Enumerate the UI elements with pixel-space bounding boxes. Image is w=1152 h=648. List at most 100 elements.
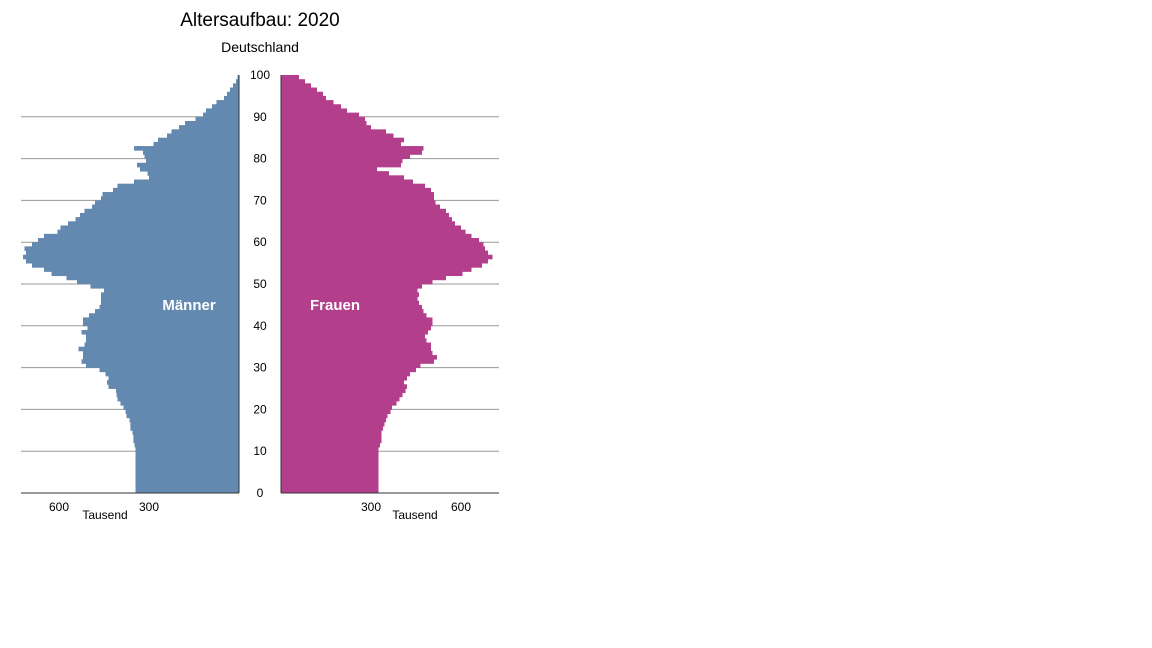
x-tick-label-right: 600 [451,500,471,514]
bar-frauen [281,401,397,406]
bar-frauen [281,271,463,277]
bar-maenner [167,133,239,139]
bar-frauen [281,108,347,114]
y-tick-label: 20 [253,402,267,416]
bar-frauen [281,267,472,272]
bar-frauen [281,229,466,235]
bar-frauen [281,196,434,201]
bar-maenner [130,426,239,431]
bar-frauen [281,120,367,126]
bar-frauen [281,125,371,130]
bar-maenner [144,154,239,159]
bar-frauen [281,309,424,314]
bar-maenner [104,288,239,293]
y-tick-label: 40 [253,319,267,333]
y-tick-label: 30 [253,361,267,375]
bar-maenner [135,447,239,452]
bar-frauen [281,258,488,264]
bar-frauen [281,371,410,377]
frauen-bars [281,75,493,494]
bar-maenner [171,129,239,134]
bar-maenner [123,405,239,410]
bar-maenner [135,463,239,469]
bar-frauen [281,296,418,302]
bar-frauen [281,183,425,189]
bar-maenner [135,476,239,481]
bar-maenner [77,279,239,285]
bar-maenner [140,166,239,172]
bar-frauen [281,150,422,155]
bar-frauen [281,355,437,360]
bar-maenner [83,350,239,356]
bar-maenner [83,321,239,327]
bar-maenner [68,221,239,226]
y-tick-label: 90 [253,110,267,124]
label-layer: 0 10 20 30 40 50 60 70 80 90 100 600 300 300 600 Tausen… [49,68,471,522]
bar-maenner [135,488,239,494]
bar-maenner [149,175,239,180]
x-tick-label-left: 300 [139,500,159,514]
bar-maenner [135,484,239,490]
bar-frauen [281,313,427,318]
bar-frauen [281,338,427,343]
bar-maenner [120,401,239,406]
bar-frauen [281,250,488,256]
bar-frauen [281,421,385,427]
series-label-frauen: Frauen [310,297,360,314]
bar-maenner [117,183,239,189]
bar-frauen [281,396,400,402]
bar-maenner [99,367,239,373]
series-label-maenner: Männer [162,297,216,314]
bar-maenner [99,304,239,310]
bar-maenner [224,95,239,101]
y-tick-label: 50 [253,277,267,291]
x-unit-label-left: Tausend [82,508,127,522]
bar-frauen [281,430,382,435]
bar-frauen [281,463,379,469]
bar-maenner [86,334,239,339]
bar-maenner [81,359,239,364]
bar-maenner [78,346,239,352]
bar-frauen [281,133,394,139]
bar-maenner [32,242,239,247]
bar-frauen [281,451,379,456]
bar-frauen [281,317,433,323]
bar-maenner [90,284,239,289]
bar-maenner [135,480,239,486]
bar-maenner [135,472,239,477]
bar-frauen [281,484,379,490]
y-tick-label: 10 [253,444,267,458]
bar-frauen [281,112,359,118]
bar-maenner [135,451,239,456]
bar-maenner [102,192,239,197]
bar-maenner [153,141,239,147]
bar-frauen [281,321,433,327]
y-tick-label: 0 [257,486,264,500]
bar-maenner [158,137,239,143]
bar-frauen [281,95,326,101]
bar-frauen [281,292,419,297]
bar-frauen [281,91,323,97]
bar-maenner [125,409,239,414]
bar-maenner [212,104,239,109]
bar-frauen [281,204,440,210]
bar-maenner [134,146,239,151]
axes-layer [21,75,499,494]
bar-frauen [281,488,379,494]
chart-title: Altersaufbau: 2020 [180,10,340,31]
bar-maenner [135,467,239,473]
bar-frauen [281,300,419,306]
bar-maenner [81,329,239,335]
bar-frauen [281,141,401,147]
bar-frauen [281,208,446,214]
bar-frauen [281,233,472,239]
bar-frauen [281,417,386,423]
bar-maenner [101,300,239,306]
bar-maenner [233,83,239,88]
bar-maenner [32,263,239,268]
bar-frauen [281,367,416,373]
bar-frauen [281,187,431,193]
bar-maenner [23,254,239,260]
bar-frauen [281,87,317,93]
bar-maenner [108,375,239,381]
